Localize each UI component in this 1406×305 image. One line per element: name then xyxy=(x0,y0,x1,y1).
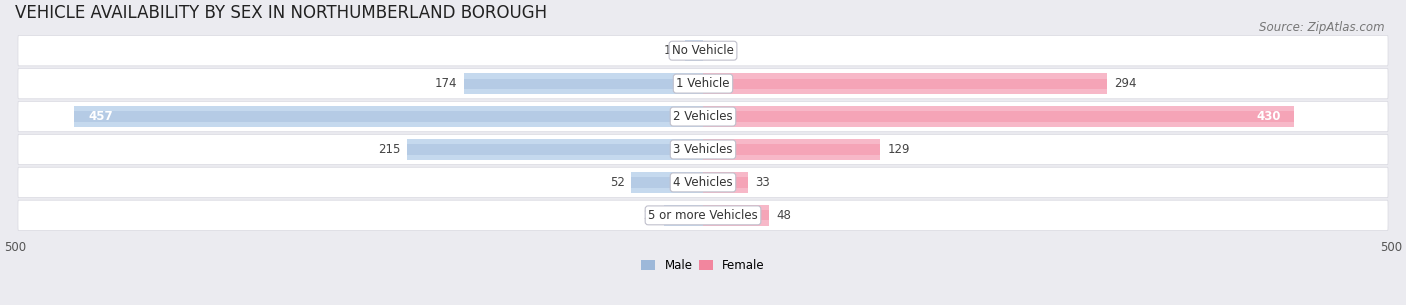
Bar xyxy=(75,106,703,127)
Text: 294: 294 xyxy=(1115,77,1137,90)
Text: 2 Vehicles: 2 Vehicles xyxy=(673,110,733,123)
Text: 33: 33 xyxy=(755,176,770,189)
Bar xyxy=(408,139,703,160)
FancyBboxPatch shape xyxy=(18,68,1388,99)
Text: 430: 430 xyxy=(1256,110,1281,123)
FancyBboxPatch shape xyxy=(18,167,1388,198)
Text: 215: 215 xyxy=(378,143,401,156)
Bar xyxy=(703,139,880,160)
Text: 0: 0 xyxy=(710,44,717,57)
Text: 4 Vehicles: 4 Vehicles xyxy=(673,176,733,189)
Bar xyxy=(703,106,1295,127)
Bar xyxy=(408,144,703,155)
Text: VEHICLE AVAILABILITY BY SEX IN NORTHUMBERLAND BOROUGH: VEHICLE AVAILABILITY BY SEX IN NORTHUMBE… xyxy=(15,4,547,22)
Bar xyxy=(703,74,1108,94)
Text: 174: 174 xyxy=(434,77,457,90)
Bar xyxy=(703,177,748,188)
Bar xyxy=(703,172,748,193)
Bar xyxy=(464,74,703,94)
Text: No Vehicle: No Vehicle xyxy=(672,44,734,57)
Bar xyxy=(703,210,769,221)
Text: 48: 48 xyxy=(776,209,790,222)
FancyBboxPatch shape xyxy=(18,36,1388,66)
Text: 13: 13 xyxy=(664,44,678,57)
Bar xyxy=(685,41,703,61)
Bar xyxy=(703,78,1108,89)
Text: Source: ZipAtlas.com: Source: ZipAtlas.com xyxy=(1260,21,1385,34)
Bar xyxy=(665,210,703,221)
FancyBboxPatch shape xyxy=(18,200,1388,231)
Text: 3 Vehicles: 3 Vehicles xyxy=(673,143,733,156)
FancyBboxPatch shape xyxy=(18,101,1388,132)
Bar xyxy=(703,144,880,155)
Bar xyxy=(685,45,703,56)
Legend: Male, Female: Male, Female xyxy=(637,254,769,277)
Text: 5 or more Vehicles: 5 or more Vehicles xyxy=(648,209,758,222)
Text: 1 Vehicle: 1 Vehicle xyxy=(676,77,730,90)
Bar xyxy=(631,172,703,193)
Bar xyxy=(75,111,703,122)
Text: 28: 28 xyxy=(643,209,658,222)
Text: 52: 52 xyxy=(610,176,624,189)
Bar xyxy=(631,177,703,188)
Text: 457: 457 xyxy=(89,110,112,123)
FancyBboxPatch shape xyxy=(18,134,1388,165)
Bar xyxy=(703,111,1295,122)
Bar xyxy=(464,78,703,89)
Bar xyxy=(703,205,769,226)
Bar xyxy=(665,205,703,226)
Text: 129: 129 xyxy=(887,143,910,156)
